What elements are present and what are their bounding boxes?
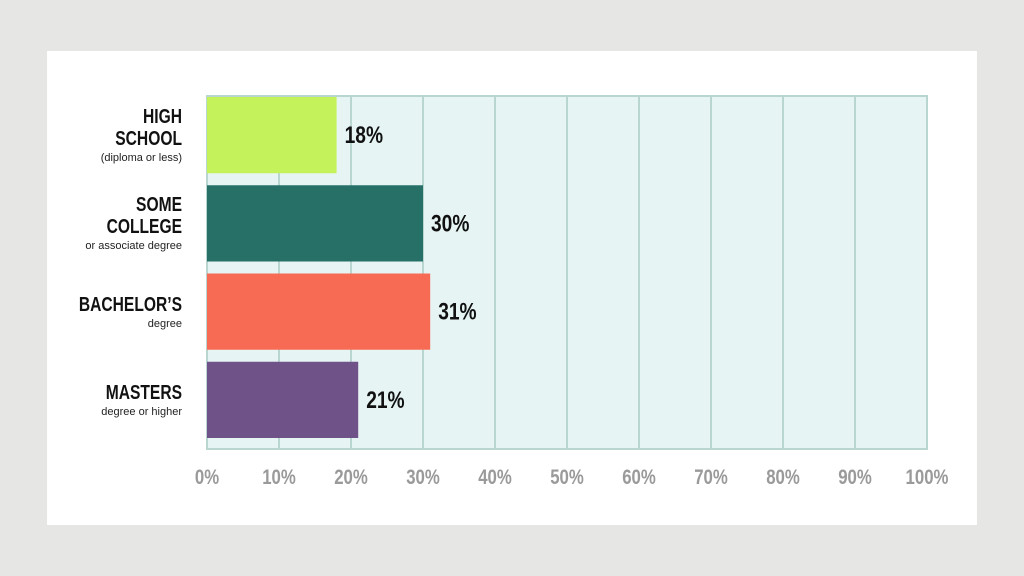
- bar: [207, 273, 431, 350]
- category-label: BACHELOR’S degree: [0, 273, 182, 351]
- category-subtitle: degree: [147, 317, 182, 330]
- x-tick-label: 60%: [622, 466, 656, 489]
- x-tick-label: 90%: [838, 466, 872, 489]
- category-name: BACHELOR’S: [78, 293, 182, 316]
- value-label: 18%: [345, 121, 383, 149]
- category-subtitle: or associate degree: [85, 240, 182, 253]
- x-tick-label: 50%: [550, 466, 584, 489]
- plot-border: [206, 95, 928, 450]
- category-label: HIGH SCHOOL (diploma or less): [0, 96, 182, 174]
- category-name: MASTERS: [105, 381, 182, 404]
- category-subtitle: degree or higher: [101, 405, 182, 418]
- category-label: SOME COLLEGE or associate degree: [0, 184, 182, 262]
- bar: [207, 185, 423, 262]
- x-tick-label: 0%: [195, 466, 219, 489]
- value-label: 21%: [366, 386, 404, 414]
- x-tick-label: 70%: [694, 466, 728, 489]
- category-name: SOME COLLEGE: [106, 194, 182, 239]
- x-tick-label: 80%: [766, 466, 800, 489]
- x-tick-label: 30%: [406, 466, 440, 489]
- x-tick-label: 10%: [262, 466, 296, 489]
- bar: [207, 361, 359, 438]
- category-name: HIGH SCHOOL: [115, 106, 182, 151]
- category-label: MASTERS degree or higher: [0, 361, 182, 439]
- x-tick-label: 40%: [478, 466, 512, 489]
- value-label: 30%: [431, 209, 469, 237]
- bar: [207, 97, 337, 174]
- value-label: 31%: [438, 298, 476, 326]
- x-tick-label: 100%: [906, 466, 949, 489]
- x-tick-label: 20%: [334, 466, 368, 489]
- category-subtitle: (diploma or less): [100, 152, 182, 165]
